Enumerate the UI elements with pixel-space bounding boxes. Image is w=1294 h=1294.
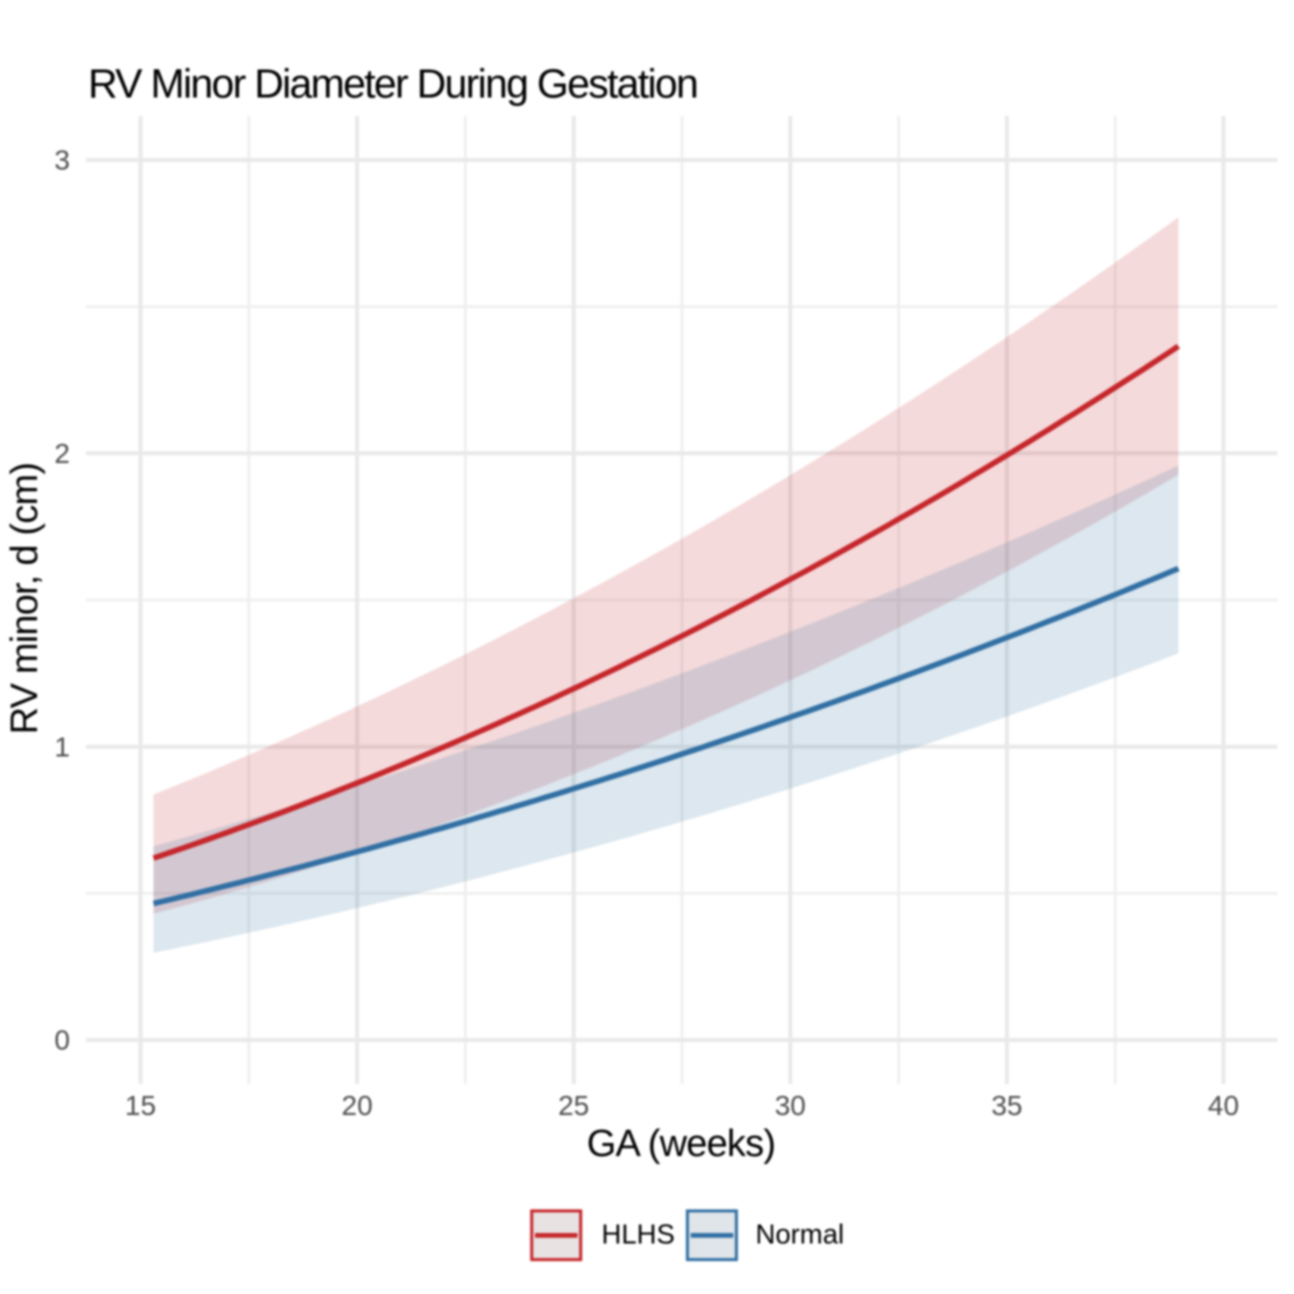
svg-text:0: 0 <box>54 1025 70 1056</box>
svg-text:30: 30 <box>775 1090 806 1121</box>
svg-text:Normal: Normal <box>756 1219 845 1250</box>
svg-text:20: 20 <box>342 1090 373 1121</box>
svg-text:40: 40 <box>1208 1090 1239 1121</box>
svg-text:GA (weeks): GA (weeks) <box>587 1123 775 1165</box>
svg-text:1: 1 <box>54 731 70 762</box>
svg-text:2: 2 <box>54 438 70 469</box>
svg-text:RV minor, d (cm): RV minor, d (cm) <box>4 463 46 735</box>
svg-text:3: 3 <box>54 145 70 176</box>
svg-text:35: 35 <box>991 1090 1022 1121</box>
svg-text:15: 15 <box>125 1090 156 1121</box>
svg-text:HLHS: HLHS <box>602 1219 675 1250</box>
svg-text:25: 25 <box>558 1090 589 1121</box>
svg-text:RV Minor Diameter During Gesta: RV Minor Diameter During Gestation <box>88 61 697 107</box>
